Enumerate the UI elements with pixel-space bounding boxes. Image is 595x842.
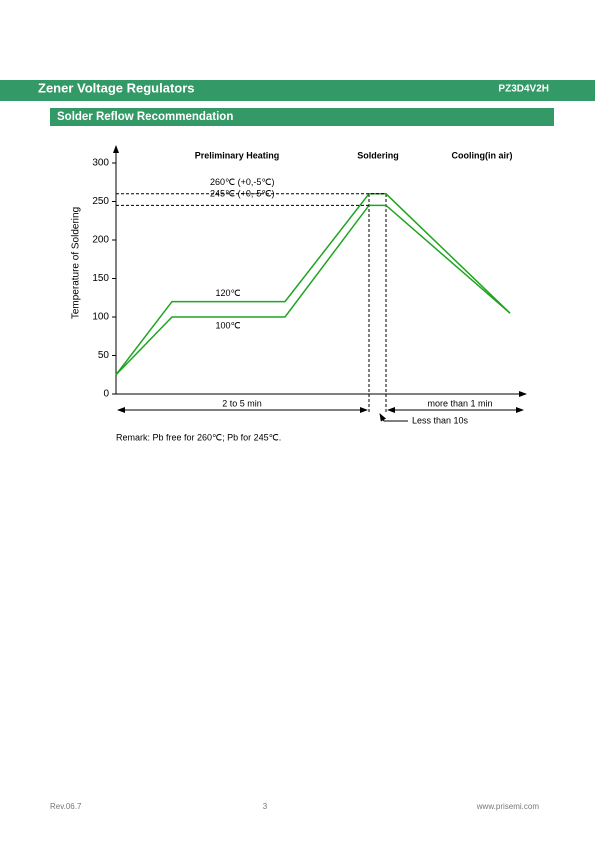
footer-rev: Rev.06.7	[50, 802, 82, 811]
y-tick-label: 150	[92, 273, 109, 284]
footer-page: 3	[263, 802, 268, 811]
header-title: Zener Voltage Regulators	[38, 80, 195, 95]
duration-arrow	[379, 413, 408, 422]
reference-label: 260℃ (+0,-5℃)	[210, 177, 275, 187]
y-tick-label: 0	[103, 389, 109, 400]
plateau-label: 120℃	[215, 288, 240, 298]
reference-label: 245℃ (+0,-5℃)	[210, 189, 275, 199]
section-bar	[50, 108, 554, 126]
phase-label: Preliminary Heating	[195, 150, 280, 160]
y-tick-label: 50	[98, 350, 110, 361]
plateau-label: 100℃	[215, 320, 240, 330]
header-bar	[0, 80, 595, 101]
temperature-curve	[115, 193, 511, 376]
phase-label: Soldering	[357, 150, 399, 160]
remark: Remark: Pb free for 260℃; Pb for 245℃.	[116, 432, 281, 442]
part-number: PZ3D4V2H	[498, 84, 549, 95]
temperature-curve	[115, 204, 511, 376]
y-axis-label: Temperature of Soldering	[71, 207, 82, 319]
y-tick-label: 250	[92, 196, 109, 207]
y-tick-label: 200	[92, 235, 109, 246]
y-tick-label: 300	[92, 158, 109, 169]
y-tick-label: 100	[92, 312, 109, 323]
phase-label: Cooling(in air)	[452, 150, 513, 160]
section-title: Solder Reflow Recommendation	[57, 111, 233, 123]
duration-label: 2 to 5 min	[222, 398, 262, 408]
duration-label: more than 1 min	[427, 398, 492, 408]
duration-label: Less than 10s	[412, 415, 469, 425]
footer-site: www.prisemi.com	[476, 802, 540, 811]
